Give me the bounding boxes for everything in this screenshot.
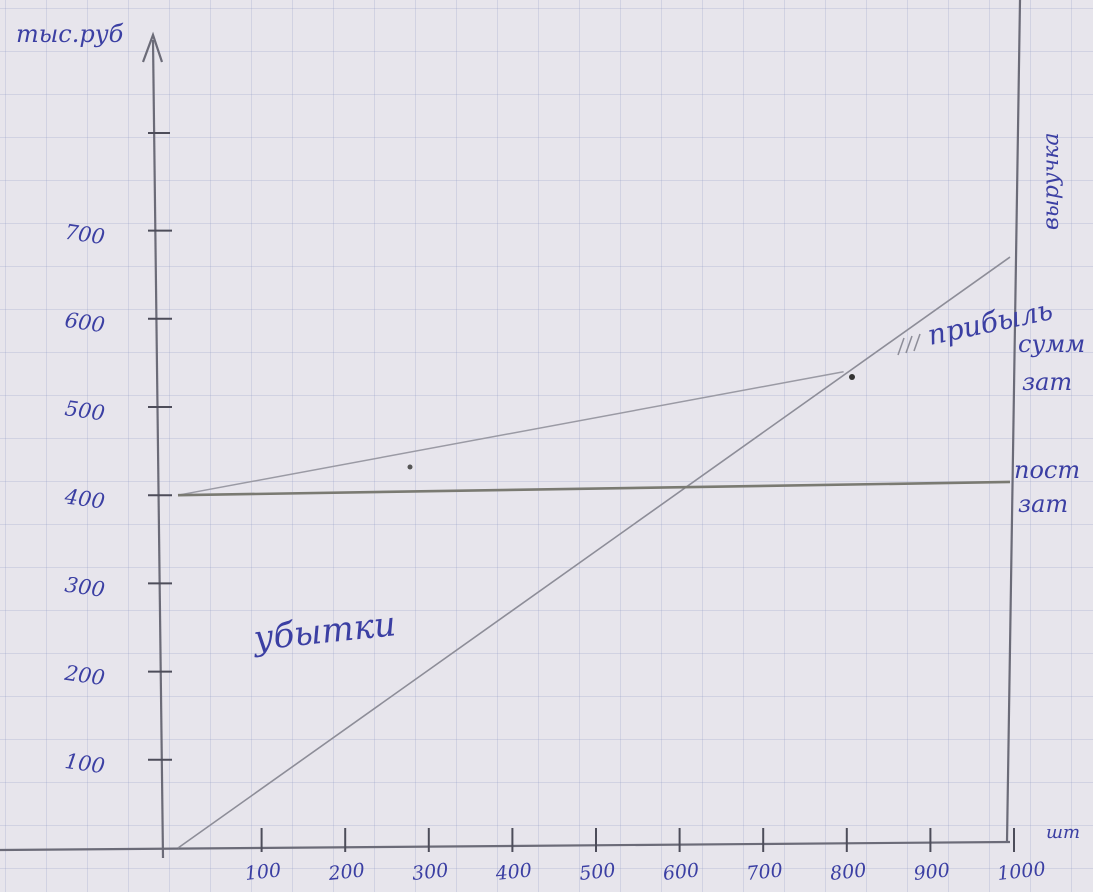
x-tick-label-400: 400 <box>494 859 533 885</box>
y-axis-arrow <box>141 31 164 63</box>
x-tick-label-900: 900 <box>913 859 951 885</box>
end-point-dot <box>849 374 855 380</box>
x-tick-label-100: 100 <box>244 859 282 885</box>
x-axis-label: шт <box>1046 822 1080 843</box>
x-axis-end-vertical <box>1005 0 1022 843</box>
y-tick-label-100: 100 <box>63 749 106 778</box>
x-tick-label-300: 300 <box>411 859 449 885</box>
profit-hatch <box>897 333 921 356</box>
total-costs-label-2: зат <box>1022 368 1072 396</box>
revenue-label: выручка <box>1039 132 1064 230</box>
loss-zone-label: убытки <box>250 604 398 659</box>
fixed-costs-label-1: пост <box>1014 456 1080 484</box>
fixed-costs-label-2: зат <box>1018 490 1068 518</box>
y-axis <box>151 39 165 859</box>
y-tick-label-500: 500 <box>63 396 106 425</box>
y-tick-label-400: 400 <box>62 484 106 513</box>
x-tick-label-500: 500 <box>578 859 616 885</box>
y-tick-label-600: 600 <box>63 308 106 337</box>
x-tick-label-700: 700 <box>745 859 783 885</box>
series-line-0 <box>177 256 1011 849</box>
x-axis <box>0 840 1011 852</box>
series-line-1 <box>177 370 844 496</box>
series-line-2 <box>177 480 1011 497</box>
total-costs-label-1: сумм <box>1018 330 1085 358</box>
y-axis-label: тыс.руб <box>16 20 124 48</box>
y-tick-label-200: 200 <box>62 661 106 690</box>
y-tick-label-300: 300 <box>63 573 106 602</box>
x-tick-label-600: 600 <box>662 859 700 885</box>
x-tick-label-800: 800 <box>829 859 867 885</box>
x-tick-label-1000: 1000 <box>996 858 1046 885</box>
y-tick-label-700: 700 <box>63 220 106 249</box>
x-tick-label-200: 200 <box>326 859 365 885</box>
pencil-dot <box>407 464 413 470</box>
